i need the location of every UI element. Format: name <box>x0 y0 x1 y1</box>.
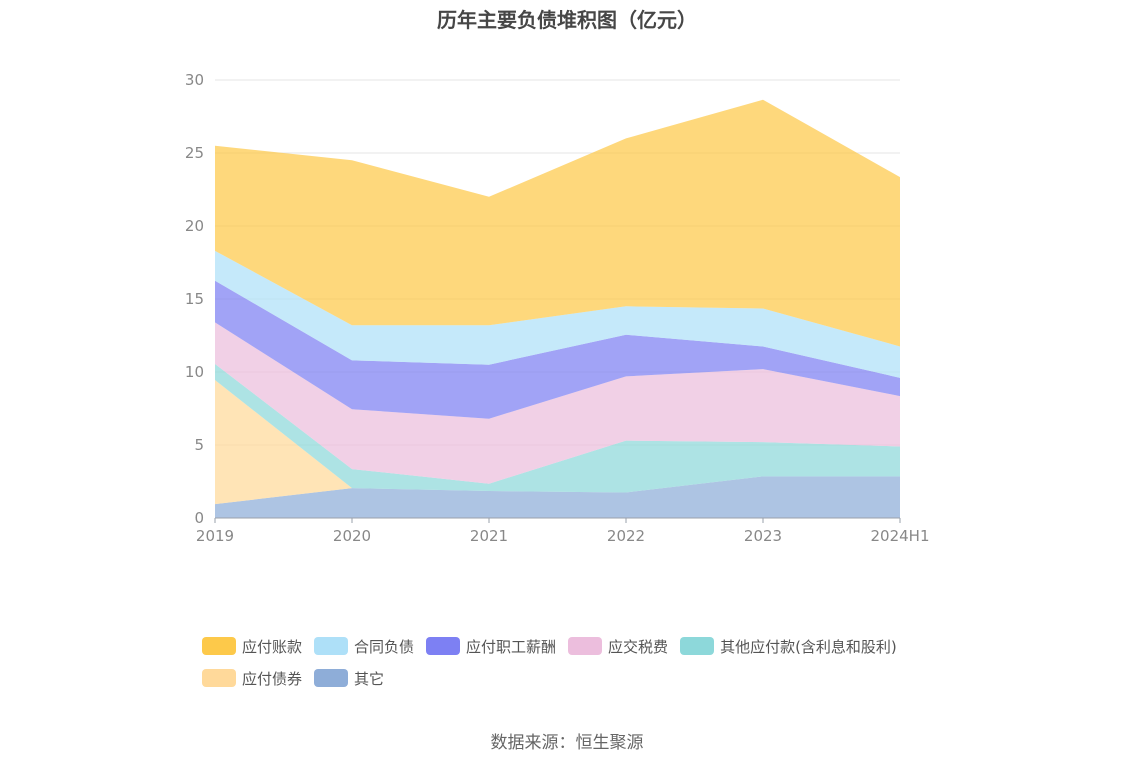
legend-item[interactable]: 应付职工薪酬 <box>426 636 556 657</box>
x-tick-label: 2024H1 <box>871 527 930 545</box>
area-series-6 <box>215 250 900 378</box>
y-tick-label: 0 <box>194 509 204 527</box>
legend-item[interactable]: 应付账款 <box>202 636 302 657</box>
y-tick-label: 15 <box>185 290 204 308</box>
source-note: 数据来源：恒生聚源 <box>490 733 644 753</box>
legend-row-2: 应付债券 其它 <box>202 662 962 694</box>
area-series-3 <box>215 363 900 493</box>
legend-label: 应付职工薪酬 <box>466 637 557 656</box>
area-series-7 <box>215 99 900 347</box>
area-series-4 <box>215 322 900 484</box>
legend-label: 其他应付款(含利息和股利) <box>720 637 897 656</box>
x-tick-label: 2023 <box>744 527 782 545</box>
x-tick-label: 2020 <box>333 527 371 545</box>
legend-swatch <box>202 669 236 687</box>
x-tick-label: 2021 <box>470 527 508 545</box>
legend-swatch <box>680 637 715 655</box>
legend-label: 应付账款 <box>242 637 303 656</box>
legend-label: 应付债券 <box>242 669 303 688</box>
legend-swatch <box>202 637 236 655</box>
legend-swatch <box>568 637 603 655</box>
legend-item[interactable]: 合同负债 <box>314 636 414 657</box>
area-series-5 <box>215 280 900 419</box>
legend-item[interactable]: 其它 <box>314 668 384 689</box>
area-series <box>215 99 900 518</box>
legend-item[interactable]: 应交税费 <box>568 636 668 657</box>
legend-label: 合同负债 <box>354 637 415 656</box>
area-series-1 <box>215 476 900 518</box>
x-tick-label: 2019 <box>196 527 234 545</box>
y-tick-label: 10 <box>185 363 204 381</box>
legend-label: 其它 <box>354 669 385 688</box>
y-tick-label: 25 <box>185 144 204 162</box>
axes: 0 5 10 15 20 25 30 2019 2020 2021 2022 2023 2024H1 <box>185 71 930 545</box>
legend-swatch <box>314 669 349 687</box>
stacked-area-chart: 0 5 10 15 20 25 30 2019 2020 2021 2022 2023 2024H1 <box>185 71 930 545</box>
legend-item[interactable]: 其他应付款(含利息和股利) <box>680 636 897 657</box>
y-tick-label: 5 <box>194 436 204 454</box>
y-tick-label: 20 <box>185 217 204 235</box>
legend-label: 应交税费 <box>608 637 669 656</box>
x-tick-label: 2022 <box>607 527 645 545</box>
chart-title: 历年主要负债堆积图（亿元） <box>437 8 697 32</box>
legend-swatch <box>314 637 349 655</box>
area-series-2 <box>215 380 900 505</box>
legend-swatch <box>426 637 461 655</box>
y-tick-label: 30 <box>185 71 204 89</box>
legend-item[interactable]: 应付债券 <box>202 668 302 689</box>
legend-row-1: 应付账款 合同负债 应付职工薪酬 应交税费 其他应付款(含利息和股利) <box>202 630 962 662</box>
chart-legend: 应付账款 合同负债 应付职工薪酬 应交税费 其他应付款(含利息和股利) 应付债券 其它 <box>202 630 962 694</box>
